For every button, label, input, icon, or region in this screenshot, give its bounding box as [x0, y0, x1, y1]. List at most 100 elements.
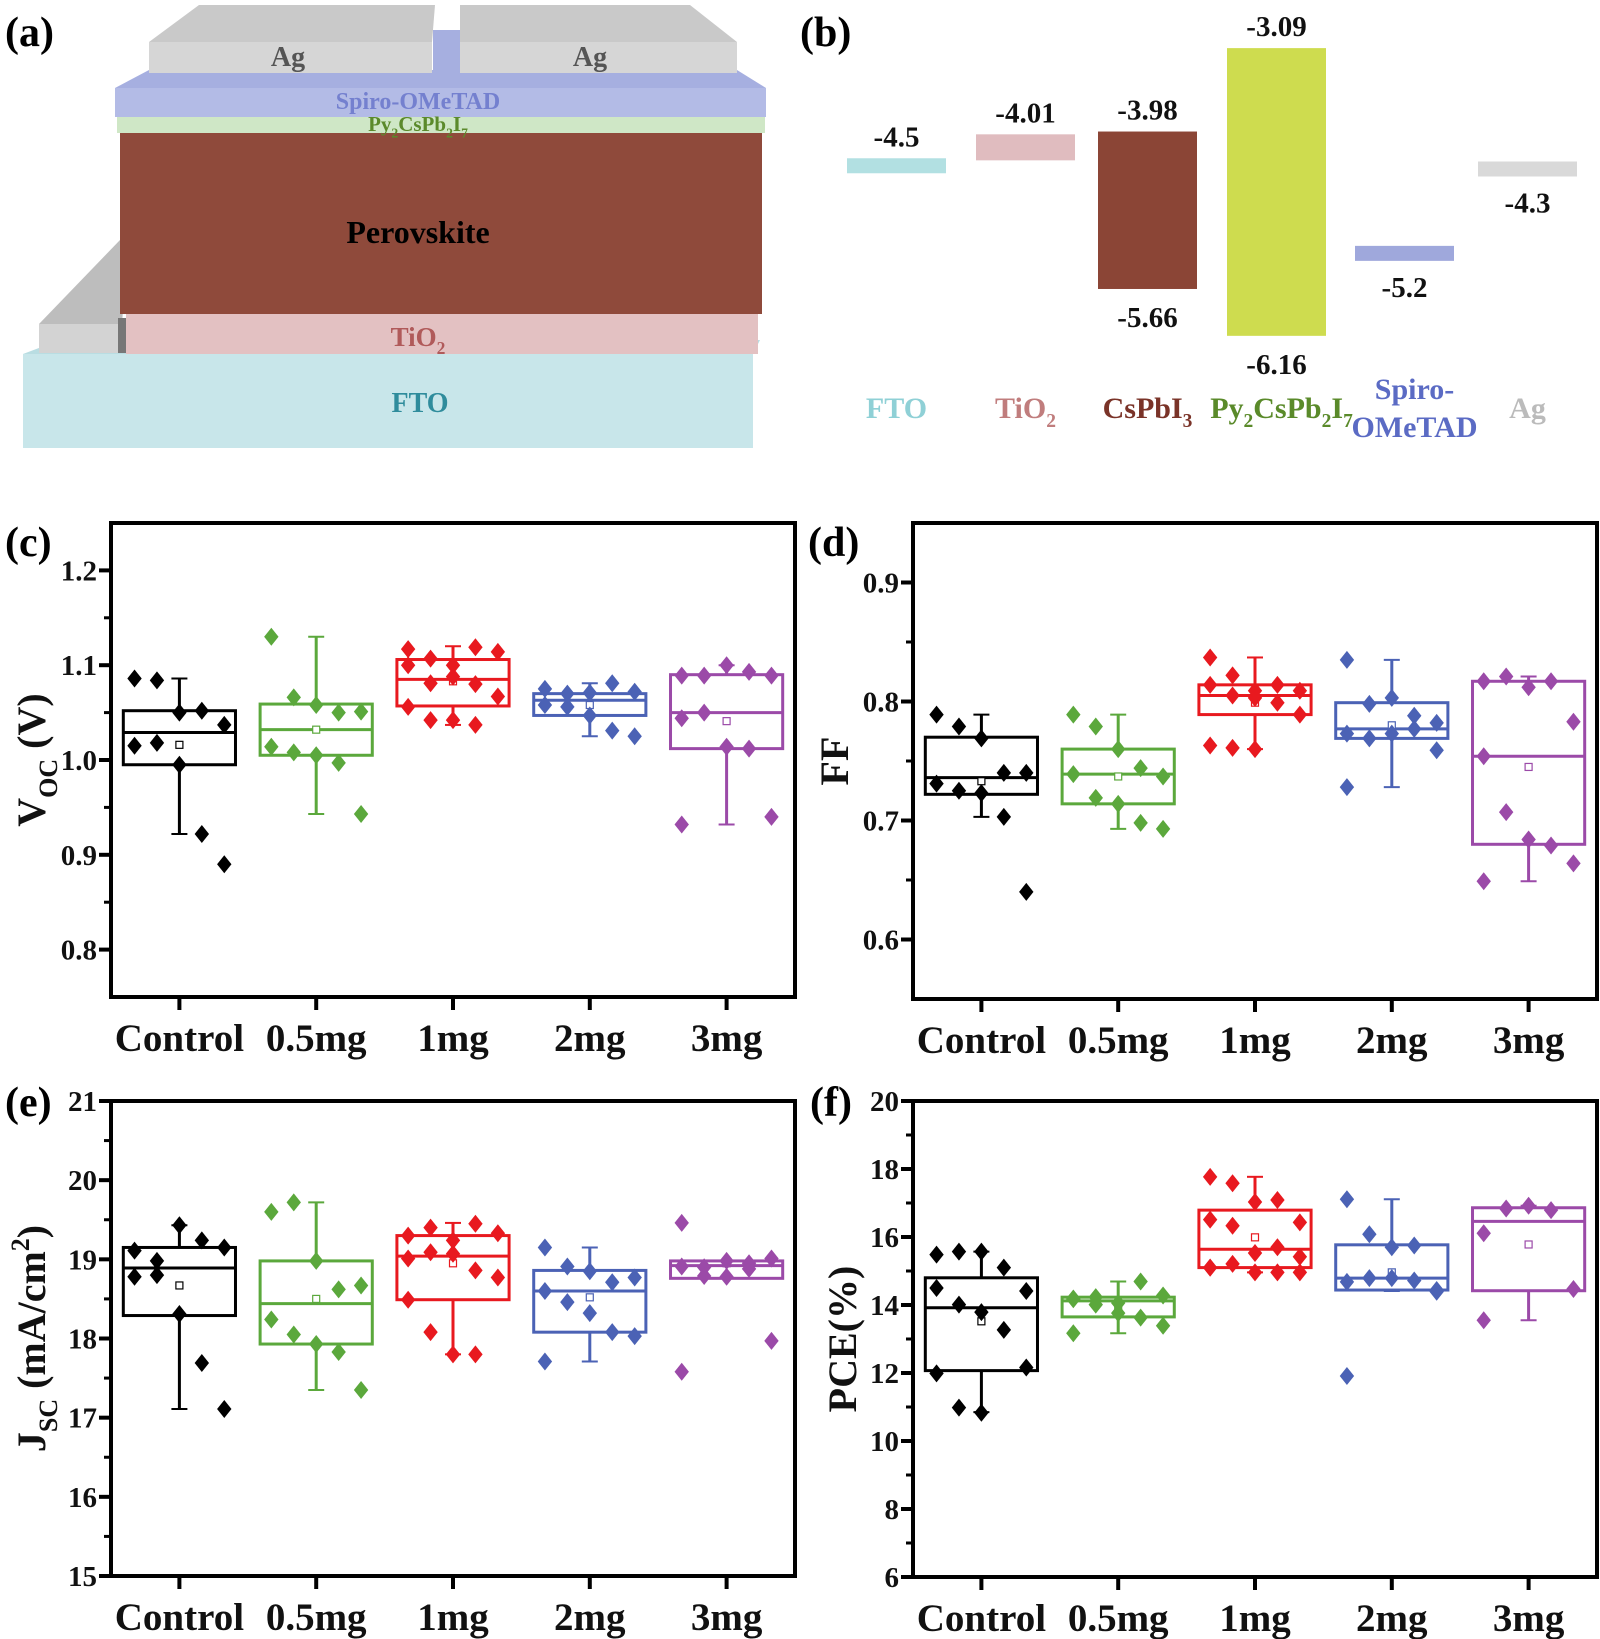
data-point	[1155, 819, 1171, 838]
data-point	[1066, 1290, 1081, 1309]
material-label-part: OMeTAD	[1351, 411, 1477, 444]
data-point	[1247, 1192, 1263, 1211]
box-group-3mg	[1471, 1196, 1587, 1330]
mean-marker	[585, 1293, 594, 1302]
data-point	[582, 706, 597, 725]
data-point	[1292, 681, 1308, 700]
data-point	[1133, 759, 1148, 778]
device-schematic: Ag AgSpiro-OMeTADPy2CsPb2I7PerovskiteTiO2…	[23, 5, 766, 448]
material-label-part: CsPb	[1253, 392, 1321, 425]
data-point	[1111, 794, 1126, 813]
y-axis-label-part: 2	[6, 1238, 35, 1251]
data-point	[445, 1345, 461, 1364]
data-point	[1339, 778, 1355, 797]
data-point	[468, 1345, 483, 1364]
data-point	[400, 1290, 416, 1309]
y-axis-label-part: V	[9, 798, 54, 827]
data-point	[1543, 1201, 1559, 1220]
work-function-bar	[976, 134, 1075, 161]
data-point	[149, 1251, 165, 1270]
data-point	[1476, 747, 1491, 766]
data-point	[445, 711, 461, 730]
data-point	[1088, 717, 1103, 736]
data-point	[400, 640, 416, 659]
data-point	[560, 1257, 575, 1276]
data-point	[764, 1249, 779, 1268]
data-point	[537, 696, 553, 715]
data-point	[264, 1310, 279, 1329]
material-label-part: 2	[1046, 411, 1056, 432]
data-point	[929, 705, 944, 724]
data-point	[1362, 1269, 1377, 1288]
data-point	[719, 1251, 734, 1270]
material-label-part: 7	[1343, 411, 1353, 432]
data-point	[1088, 788, 1103, 807]
data-point	[1384, 724, 1399, 743]
layer-label-fto-part: FTO	[391, 388, 448, 419]
data-point	[929, 1279, 944, 1297]
mean-marker	[977, 777, 986, 786]
data-point	[537, 679, 553, 698]
layer-label-ag-left: Ag	[271, 42, 305, 73]
data-point	[1270, 1238, 1285, 1257]
data-point	[719, 1267, 734, 1286]
x-tick-label: 2mg	[1356, 1597, 1428, 1639]
data-point	[996, 807, 1012, 826]
x-tick-label: 3mg	[1493, 1597, 1565, 1639]
data-point	[1407, 706, 1422, 725]
data-point	[696, 703, 712, 722]
data-point	[264, 627, 279, 646]
layer-label-py-part: Py	[368, 112, 392, 136]
data-point	[560, 684, 575, 703]
material-label-part: TiO	[995, 392, 1046, 425]
box-group-1mg	[395, 638, 511, 734]
data-point	[423, 1323, 438, 1342]
data-point	[423, 1218, 438, 1237]
data-point	[1247, 1263, 1263, 1282]
data-point	[1498, 1199, 1514, 1218]
data-point	[1270, 693, 1285, 712]
data-point	[490, 1224, 506, 1243]
data-point	[974, 1403, 989, 1422]
x-tick-label: 2mg	[554, 1017, 626, 1060]
x-tick-label: Control	[115, 1017, 244, 1060]
data-point	[929, 774, 944, 793]
data-point	[331, 703, 346, 722]
data-point	[1339, 650, 1355, 669]
mean-marker	[722, 717, 731, 726]
band-label-cb: -3.98	[1117, 95, 1177, 127]
data-point	[1521, 1196, 1536, 1215]
data-point	[172, 1304, 187, 1323]
x-tick-label: 1mg	[1219, 1019, 1291, 1062]
data-point	[537, 1238, 553, 1257]
y-tick-label: 0.9	[863, 568, 899, 600]
mean-marker	[1524, 762, 1533, 772]
y-tick-label: 1.1	[61, 650, 97, 682]
data-point	[172, 755, 187, 774]
data-point	[1019, 1358, 1034, 1377]
data-point	[741, 1259, 757, 1278]
data-point	[627, 1327, 642, 1346]
y-tick-label: 21	[68, 1086, 97, 1118]
data-point	[353, 702, 369, 721]
data-point	[172, 1216, 187, 1235]
box-group-Control	[923, 705, 1039, 901]
y-tick-label: 20	[870, 1086, 899, 1118]
data-point	[696, 666, 712, 685]
y-axis-label: PCE(%)	[820, 1266, 865, 1413]
box-group-Control	[121, 1216, 237, 1418]
y-tick-label: 19	[68, 1244, 97, 1276]
data-point	[194, 1231, 210, 1250]
data-point	[1155, 767, 1171, 786]
data-point	[1202, 648, 1218, 667]
data-point	[1111, 740, 1126, 759]
y-tick-label: 0.6	[863, 925, 899, 957]
y-tick-label: 14	[870, 1290, 899, 1322]
x-tick-label: Control	[115, 1596, 244, 1639]
x-tick-label: 0.5mg	[266, 1596, 367, 1639]
data-point	[172, 703, 187, 722]
data-point	[929, 1364, 944, 1383]
data-point	[309, 746, 324, 765]
x-tick-label: 0.5mg	[266, 1017, 367, 1060]
